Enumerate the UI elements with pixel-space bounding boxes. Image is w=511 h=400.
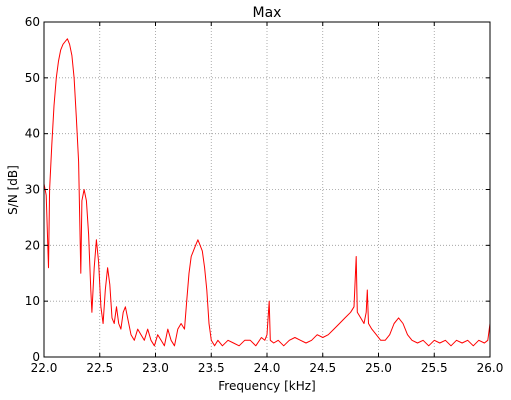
x-tick-label: 23.5 bbox=[198, 361, 225, 375]
y-axis-label: S/N [dB] bbox=[6, 165, 20, 215]
x-tick-label: 24.5 bbox=[309, 361, 336, 375]
x-tick-label: 25.0 bbox=[365, 361, 392, 375]
y-tick-label: 60 bbox=[25, 15, 40, 29]
y-tick-label: 10 bbox=[25, 294, 40, 308]
y-axis: 0 10 20 30 40 50 60 bbox=[25, 15, 490, 364]
y-tick-label: 20 bbox=[25, 238, 40, 252]
x-axis: 22.0 22.5 23.0 23.5 24.0 24.5 25.0 25.5 26.0 bbox=[31, 22, 504, 375]
series-layer bbox=[43, 38, 491, 347]
y-tick-label: 0 bbox=[32, 350, 40, 364]
x-tick-label: 25.5 bbox=[421, 361, 448, 375]
x-tick-label: 23.0 bbox=[142, 361, 169, 375]
x-tick-label: 22.0 bbox=[31, 361, 58, 375]
x-tick-label: 26.0 bbox=[477, 361, 504, 375]
x-tick-label: 24.0 bbox=[254, 361, 281, 375]
y-tick-label: 40 bbox=[25, 127, 40, 141]
chart-title: Max bbox=[253, 5, 282, 21]
y-tick-label: 50 bbox=[25, 71, 40, 85]
x-axis-label: Frequency [kHz] bbox=[218, 379, 315, 393]
series-line bbox=[43, 38, 491, 347]
y-tick-label: 30 bbox=[25, 183, 40, 197]
x-tick-label: 22.5 bbox=[86, 361, 113, 375]
